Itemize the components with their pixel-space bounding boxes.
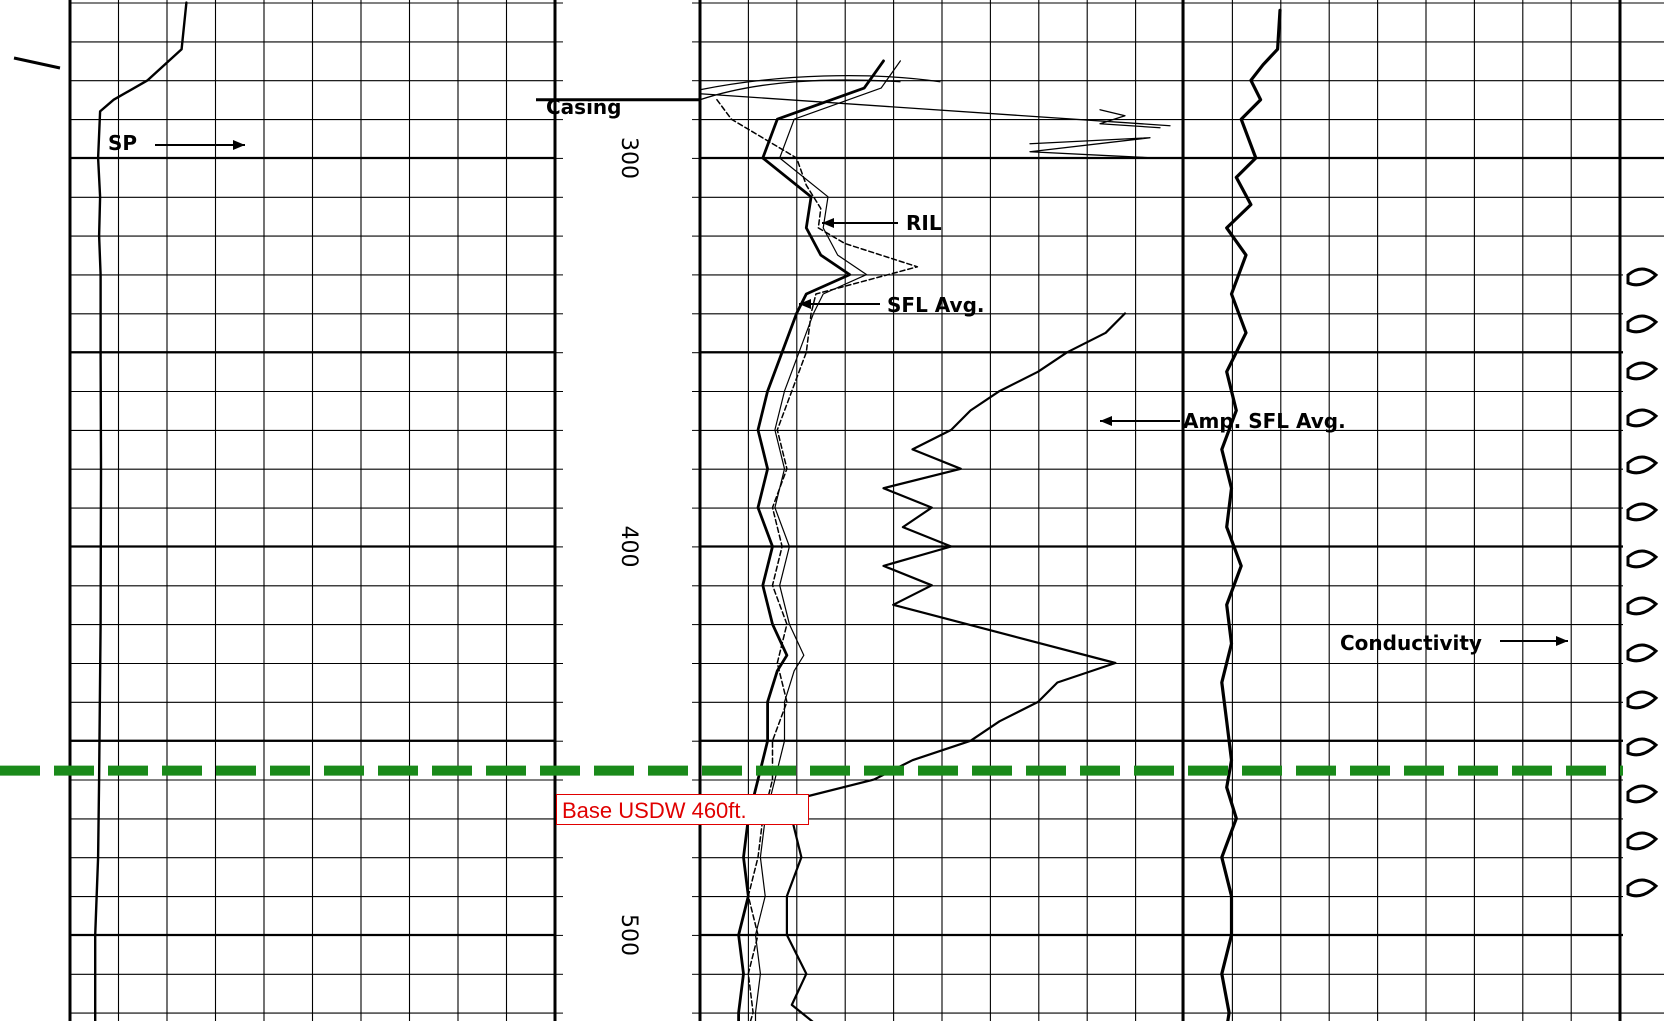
edge-glyph bbox=[1626, 267, 1659, 287]
sp-label: SP bbox=[108, 131, 137, 155]
edge-glyph bbox=[1626, 314, 1659, 334]
conductivity-arrow-head bbox=[1556, 636, 1568, 646]
sfl-avg-arrow-head bbox=[799, 299, 811, 309]
edge-glyph bbox=[1626, 502, 1659, 522]
amp-sfl-avg-label: Amp. SFL Avg. bbox=[1183, 409, 1346, 433]
log-curves bbox=[94, 1, 1282, 1021]
sfl-avg-curve bbox=[737, 59, 885, 1021]
ril-arrow-head bbox=[822, 218, 834, 228]
edge-glyph bbox=[1626, 690, 1659, 710]
casing-label: Casing bbox=[546, 95, 622, 119]
depth-tick-label: 400 bbox=[616, 526, 641, 568]
track-borders bbox=[68, 0, 1664, 1021]
edge-glyph bbox=[1626, 878, 1659, 898]
curve-annotations: SP Casing RIL SFL Avg. Amp. SFL Avg. Conducti… bbox=[108, 95, 1568, 655]
edge-glyph bbox=[1626, 361, 1659, 381]
ril-curve bbox=[716, 98, 919, 1021]
amp-sfl-avg-arrow-head bbox=[1100, 416, 1112, 426]
amp-sfl-avg-curve bbox=[785, 312, 1127, 1021]
conductivity-curve bbox=[1220, 8, 1282, 1021]
scan-mark bbox=[13, 56, 61, 70]
depth-tick-label: 500 bbox=[616, 914, 641, 956]
depth-labels: 300 400 500 bbox=[616, 137, 641, 956]
edge-glyph bbox=[1626, 784, 1659, 804]
edge-glyph bbox=[1626, 455, 1659, 475]
base-usdw-label: Base USDW 460ft. bbox=[556, 793, 809, 825]
edge-glyph bbox=[1626, 643, 1659, 663]
edge-glyph bbox=[1626, 831, 1659, 851]
ril-label: RIL bbox=[906, 211, 942, 235]
sp-arrow-head bbox=[233, 140, 245, 150]
edge-glyph bbox=[1626, 596, 1659, 616]
edge-glyph bbox=[1626, 549, 1659, 569]
edge-strip bbox=[1623, 260, 1664, 950]
casing-noise-trace bbox=[699, 74, 1171, 159]
scan-artifacts bbox=[13, 56, 1664, 950]
depth-tick-label: 300 bbox=[616, 137, 641, 179]
edge-glyph bbox=[1626, 408, 1659, 428]
edge-glyph bbox=[1626, 737, 1659, 757]
casing-marker bbox=[536, 74, 1171, 159]
chart-grid bbox=[69, 0, 1664, 1021]
sfl-avg-trace bbox=[754, 60, 901, 1021]
conductivity-label: Conductivity bbox=[1340, 631, 1482, 655]
sfl-avg-label: SFL Avg. bbox=[887, 293, 985, 317]
sp-curve bbox=[94, 1, 188, 1021]
